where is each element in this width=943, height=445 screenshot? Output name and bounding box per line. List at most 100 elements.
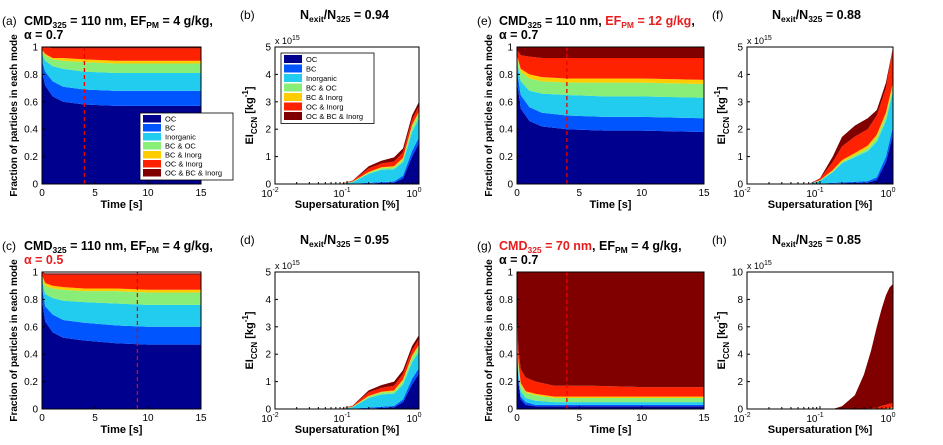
area-inorganic <box>42 53 201 91</box>
y-tick-label: 0.6 <box>24 97 38 108</box>
title-part: = 0.94 <box>350 8 389 22</box>
multiplier-base: x 10 <box>747 261 764 271</box>
title-part: = 4 g/kg, <box>159 14 213 28</box>
legend-label: BC & OC <box>306 84 337 93</box>
y-label-main: EI <box>244 359 256 369</box>
y-tick-label: 1 <box>737 152 743 163</box>
y-tick-label: 3 <box>737 97 743 108</box>
title-part: exit <box>309 239 324 249</box>
panel-title: α = 0.5 <box>24 253 63 267</box>
x-axis-label: Time [s] <box>590 199 632 211</box>
x-tick-label: 10 <box>636 413 648 424</box>
title-part: 325 <box>808 239 822 249</box>
panel-f: 0 1 2 3 4 5 10-2 10-1 100 Supersaturation [%] EICC… <box>712 8 896 211</box>
legend-label: BC & Inorg <box>306 93 343 102</box>
y-tick-label: 0 <box>507 180 513 191</box>
title-part: = 0.85 <box>822 233 861 247</box>
legend-swatch <box>284 93 302 101</box>
axes-frame <box>516 271 705 410</box>
area-bc-oc <box>517 56 704 98</box>
x-tick-label: 15 <box>698 413 710 424</box>
y-tick-label: 0 <box>507 405 513 416</box>
title-part: = 110 nm, EF <box>67 14 147 28</box>
panel-title: CMD325 = 70 nm, EFPM = 4 g/kg, <box>499 239 682 255</box>
x-axis-label: Time [s] <box>590 424 632 436</box>
x-tick-label: 5 <box>577 188 583 199</box>
y-tick-label: 0 <box>737 180 743 191</box>
panel-title: Nexit/N325 = 0.94 <box>300 8 389 24</box>
title-part: CMD <box>24 14 52 28</box>
legend-label: Inorganic <box>306 74 337 83</box>
y-axis-label: EICCN [kg-1] <box>241 86 259 144</box>
y-label-end: ] <box>716 86 728 90</box>
y-tick-label: 1 <box>507 43 513 54</box>
x-axis-label: Time [s] <box>101 199 143 211</box>
y-label-unit: [kg <box>244 322 256 342</box>
legend-swatch <box>143 160 161 168</box>
y-tick-label: 5 <box>265 43 271 54</box>
y-axis-label: EICCN [kg-1] <box>241 311 259 369</box>
y-tick-label: 1 <box>507 268 513 279</box>
area-oc-inorg <box>517 310 704 397</box>
y-label-exp: -1 <box>713 90 722 98</box>
y-tick-label: 0.2 <box>24 152 38 163</box>
y-tick-label: 0.8 <box>24 70 38 81</box>
x-tick-label: 10-2 <box>733 187 750 200</box>
area-bc-oc <box>42 276 201 305</box>
y-label-sub: CCN <box>250 117 259 135</box>
title-part: PM <box>146 245 159 255</box>
multiplier-exp: 15 <box>764 35 772 42</box>
area-oc <box>275 373 419 409</box>
legend-swatch <box>284 64 302 73</box>
y-label-main: EI <box>716 359 728 369</box>
legend-swatch <box>284 102 302 111</box>
y-label-exp: -1 <box>241 315 250 323</box>
x-tick-label: 0 <box>39 413 45 424</box>
y-tick-label: 5 <box>265 268 271 279</box>
y-tick-label: 0.4 <box>24 350 38 361</box>
legend-label: OC & Inorg <box>165 160 203 169</box>
axes-frame <box>516 46 705 185</box>
y-tick-label: 4 <box>265 295 271 306</box>
area-oc <box>275 142 419 184</box>
title-part: α = 0.7 <box>499 253 538 267</box>
y-label-end: ] <box>716 311 728 315</box>
title-part: N <box>300 8 309 22</box>
area-oc <box>517 81 704 184</box>
x-axis-label: Supersaturation [%] <box>295 424 400 436</box>
y-tick-label: 0.2 <box>499 377 513 388</box>
y-tick-label: 4 <box>737 350 743 361</box>
x-tick-label: 10-1 <box>806 412 823 425</box>
y-label-sub: CCN <box>722 342 731 360</box>
panel-title: CMD325 = 110 nm, EFPM = 12 g/kg, <box>499 14 695 30</box>
legend-label: OC <box>165 115 177 124</box>
area-oc-inorg <box>275 339 419 409</box>
title-part: , <box>691 14 694 28</box>
title-part: = 4 g/kg, <box>628 239 682 253</box>
title-part: CMD <box>499 14 527 28</box>
y-axis-label: EICCN [kg-1] <box>713 311 731 369</box>
title-part: 325 <box>52 20 66 30</box>
x-tick-label: 5 <box>577 413 583 424</box>
y-tick-label: 1 <box>32 43 38 54</box>
title-part: 325 <box>52 245 66 255</box>
title-part: 325 <box>527 20 541 30</box>
panel-letter: (c) <box>2 239 16 253</box>
y-tick-label: 0.6 <box>499 97 513 108</box>
area-oc-bc-inorg <box>42 272 201 275</box>
area-oc-inorg <box>747 403 893 409</box>
y-multiplier: x 1015 <box>747 35 772 46</box>
y-tick-label: 0 <box>32 405 38 416</box>
y-tick-label: 0.2 <box>24 377 38 388</box>
panel-letter: (h) <box>712 233 727 247</box>
y-tick-label: 0.2 <box>499 152 513 163</box>
y-label-exp: -1 <box>241 90 250 98</box>
area-bc <box>42 60 201 106</box>
y-tick-label: 0.4 <box>24 125 38 136</box>
area-oc-bc-inorg <box>517 272 704 388</box>
title-part: /N <box>796 8 809 22</box>
multiplier-exp: 15 <box>292 260 300 267</box>
legend-label: BC <box>306 65 317 74</box>
